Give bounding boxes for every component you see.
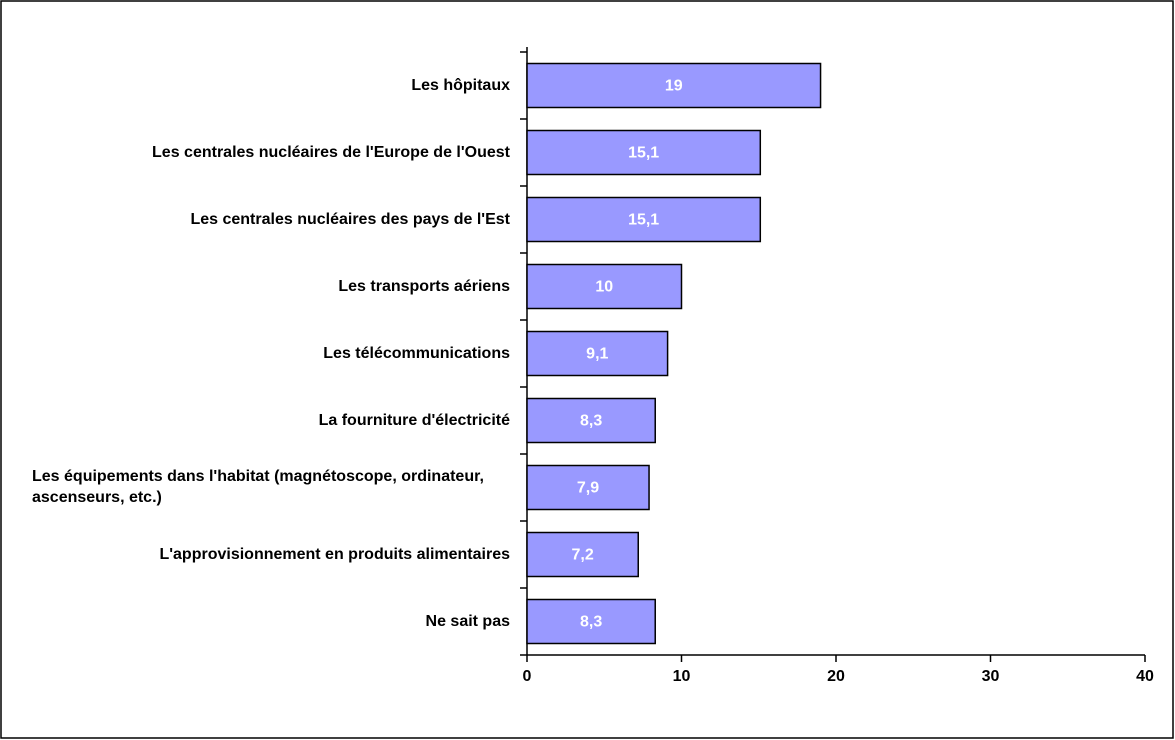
x-tick-label: 10 — [673, 668, 691, 685]
bar — [526, 263, 683, 310]
y-tick-label: Les transports aériens — [338, 277, 510, 295]
value-label: 8,3 — [580, 614, 602, 631]
value-label: 7,9 — [577, 480, 599, 497]
y-tick-label: Les hôpitaux — [411, 76, 510, 94]
y-tick-label: L'approvisionnement en produits alimenta… — [159, 545, 510, 563]
value-label: 8,3 — [580, 413, 602, 430]
bar — [526, 330, 669, 377]
y-tick-label: Les télécommunications — [323, 344, 510, 362]
value-label: 15,1 — [628, 212, 659, 229]
category-label-box: L'approvisionnement en produits alimenta… — [10, 521, 510, 587]
y-tick-label: Les équipements dans l'habitat (magnétos… — [32, 468, 484, 506]
category-label-box: Les centrales nucléaires de l'Europe de … — [10, 119, 510, 185]
bar — [526, 397, 656, 444]
y-tick-label: Les centrales nucléaires des pays de l'E… — [190, 210, 510, 228]
x-tick-label: 40 — [1136, 668, 1154, 685]
y-tick-label: Ne sait pas — [425, 612, 510, 630]
category-label-box: Les télécommunications — [10, 320, 510, 386]
bar — [526, 129, 762, 176]
bar — [526, 464, 650, 511]
category-label-box: Ne sait pas — [10, 588, 510, 654]
value-label: 15,1 — [628, 145, 659, 162]
x-tick-label: 20 — [827, 668, 845, 685]
y-tick-label: Les centrales nucléaires de l'Europe de … — [152, 143, 510, 161]
value-label: 19 — [665, 78, 683, 95]
bar — [526, 196, 762, 243]
value-label: 7,2 — [571, 547, 593, 564]
category-label-box: Les transports aériens — [10, 253, 510, 319]
category-label-box: La fourniture d'électricité — [10, 387, 510, 453]
category-label-box: Les centrales nucléaires des pays de l'E… — [10, 186, 510, 252]
bar — [526, 531, 639, 578]
x-tick-label: 0 — [523, 668, 532, 685]
y-tick-label: La fourniture d'électricité — [318, 411, 510, 429]
category-label-box: Les hôpitaux — [10, 52, 510, 118]
value-label: 9,1 — [586, 346, 608, 363]
value-label: 10 — [595, 279, 613, 296]
x-tick-label: 30 — [982, 668, 1000, 685]
category-label-box: Les équipements dans l'habitat (magnétos… — [10, 454, 510, 520]
bar — [526, 598, 656, 645]
bar — [526, 62, 822, 109]
